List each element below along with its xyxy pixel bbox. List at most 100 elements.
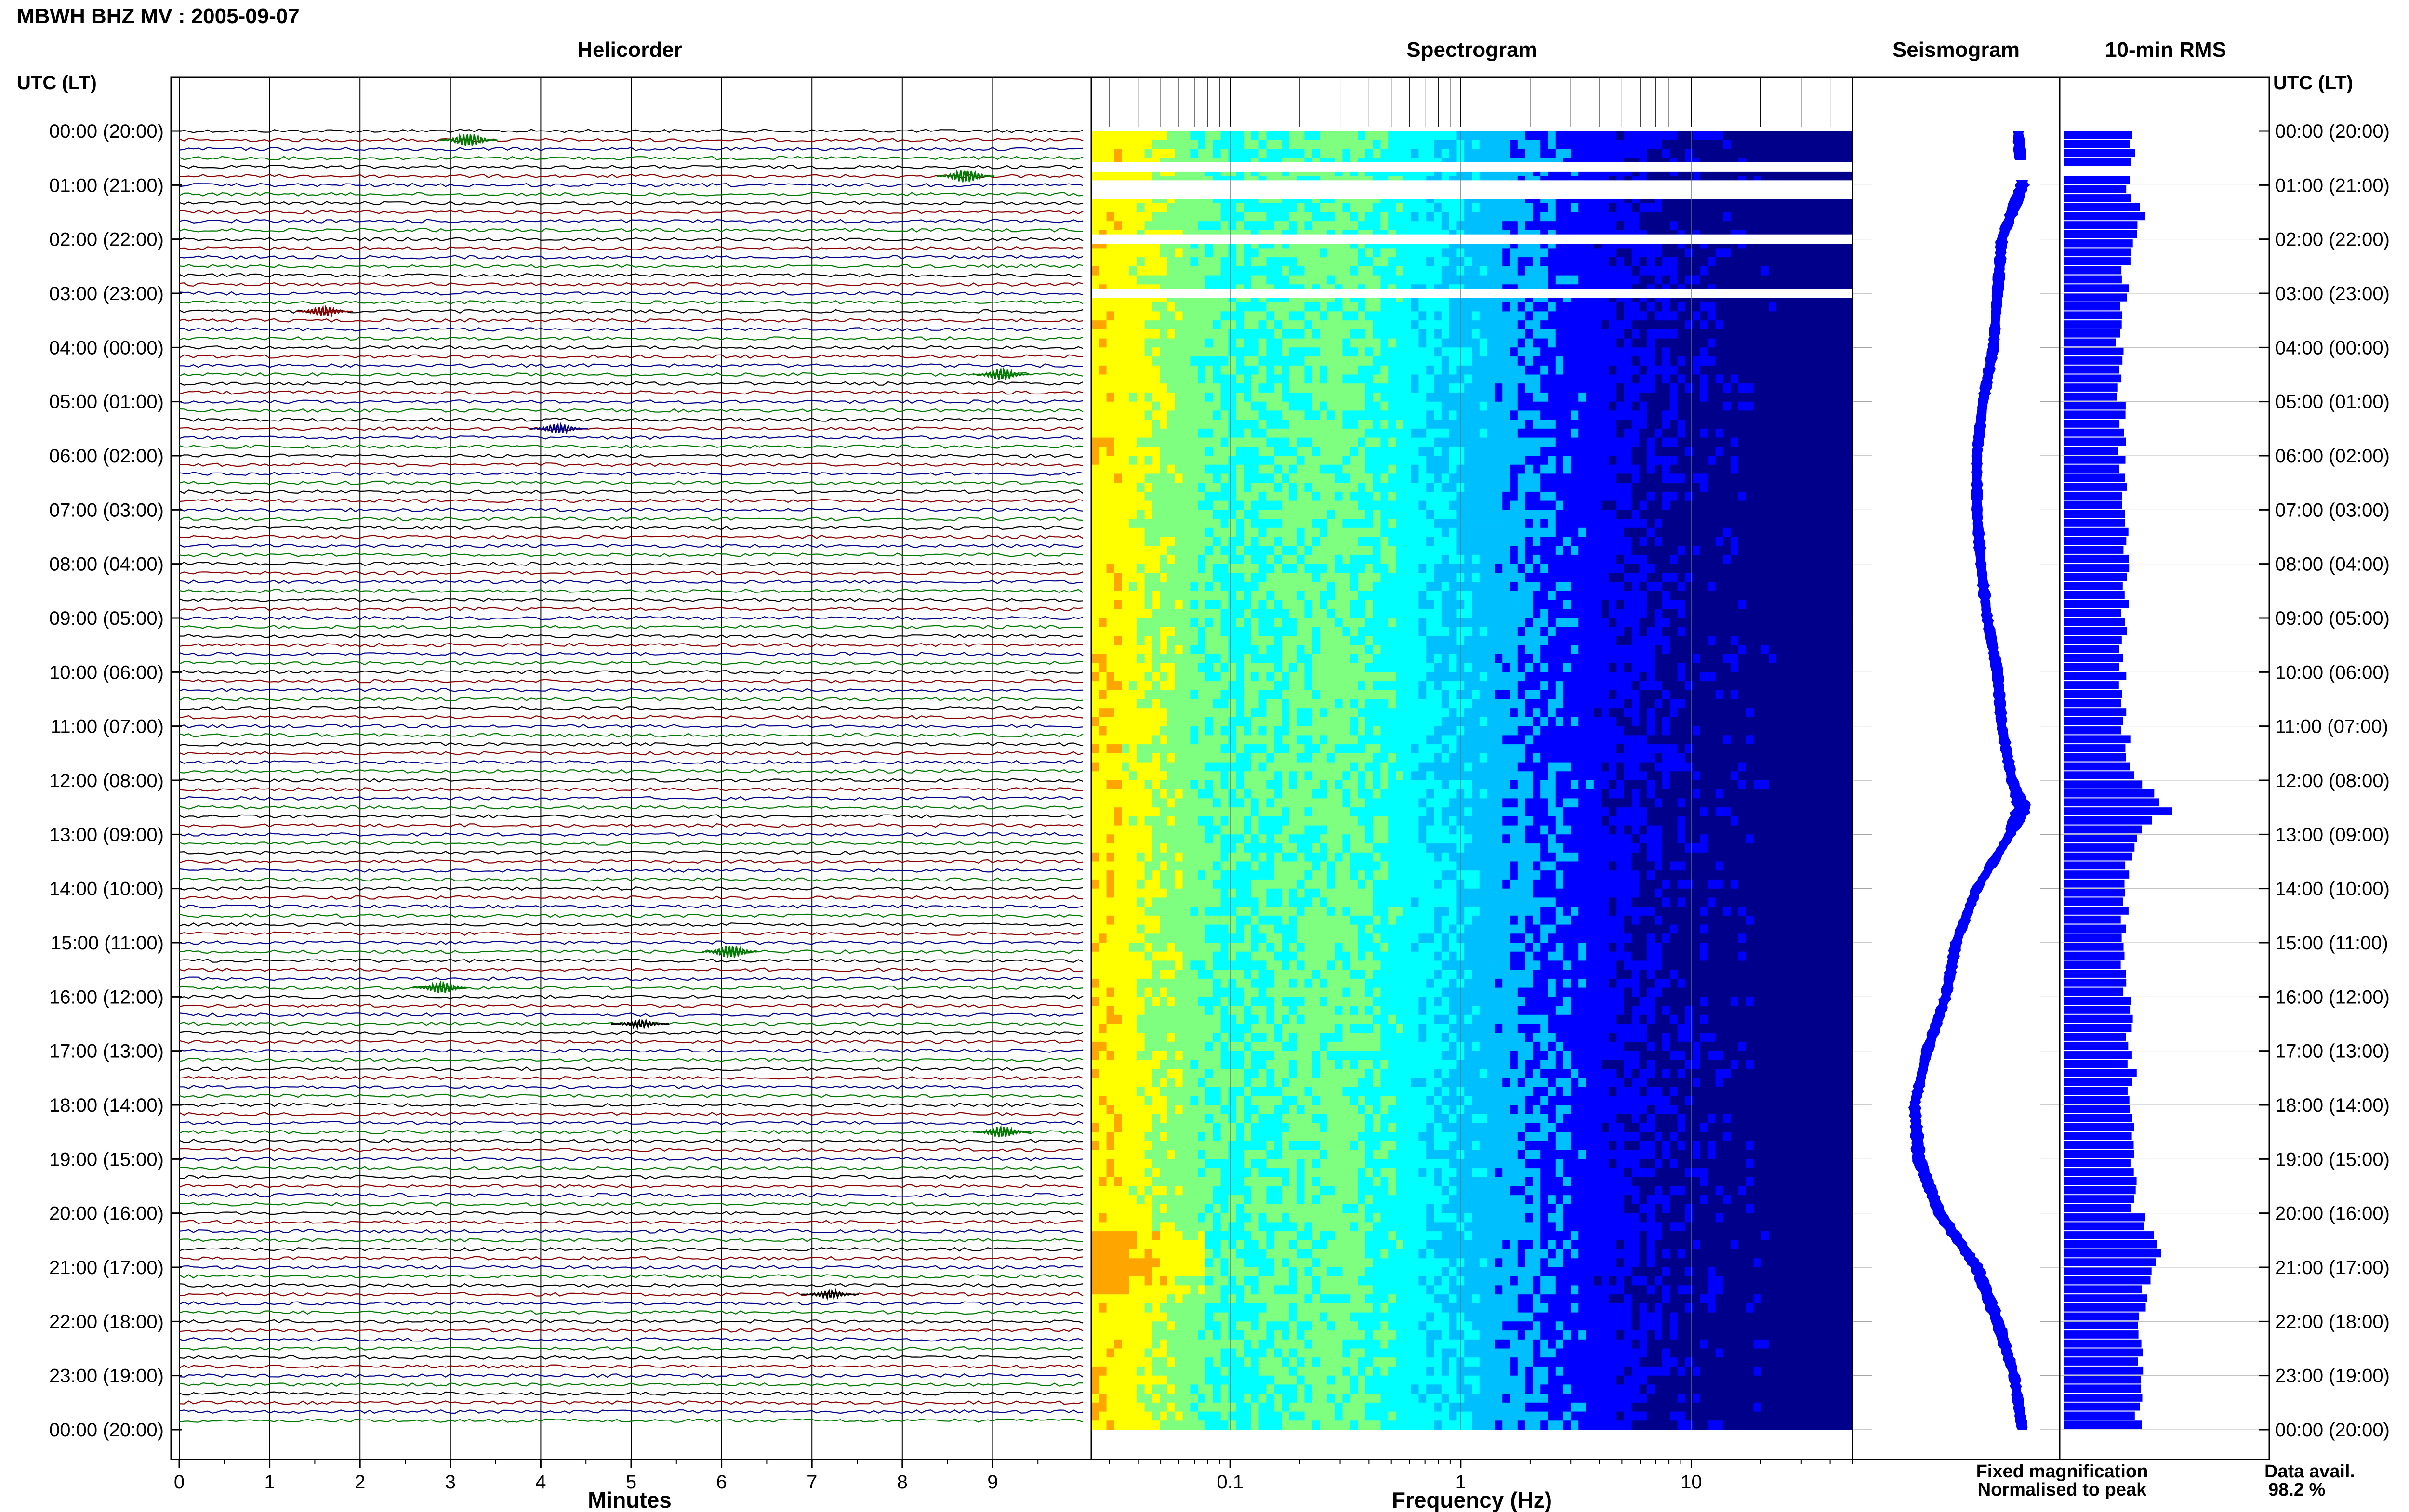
spectrogram-cell xyxy=(1228,365,1236,375)
spectrogram-cell xyxy=(1258,275,1267,285)
spectrogram-cell xyxy=(1152,1213,1160,1223)
spectrogram-cell xyxy=(1091,410,1099,420)
spectrogram-cell xyxy=(1144,1150,1152,1159)
spectrogram-cell xyxy=(1099,320,1107,330)
spectrogram-cell xyxy=(1099,1411,1107,1421)
spectrogram-cell xyxy=(1289,1348,1297,1358)
spectrogram-cell xyxy=(1282,365,1290,375)
spectrogram-cell xyxy=(1327,807,1336,817)
spectrogram-cell xyxy=(1190,780,1198,790)
spectrogram-cell xyxy=(1213,645,1221,655)
spectrogram-cell xyxy=(1304,392,1312,402)
spectrogram-cell xyxy=(1160,473,1168,483)
spectrogram-cell xyxy=(1198,780,1206,790)
spectrogram-cell xyxy=(1213,1394,1221,1403)
spectrogram-cell xyxy=(1274,464,1282,474)
spectrogram-cell xyxy=(1220,329,1229,339)
spectrogram-cell xyxy=(1175,510,1183,519)
spectrogram-cell xyxy=(1213,870,1221,880)
spectrogram-cell xyxy=(1137,888,1145,898)
spectrogram-cell xyxy=(1144,609,1152,618)
spectrogram-cell xyxy=(1160,527,1168,538)
spectrogram-cell xyxy=(1220,266,1229,276)
spectrogram-cell xyxy=(1205,798,1214,808)
spectrogram-cell xyxy=(1205,1168,1214,1178)
spectrogram-cell xyxy=(1220,978,1229,988)
spectrogram-cell xyxy=(1220,843,1229,853)
spectrogram-cell xyxy=(1167,690,1176,700)
spectrogram-cell xyxy=(1251,735,1259,745)
spectrogram-cell xyxy=(1236,699,1244,709)
spectrogram-cell xyxy=(1198,221,1206,231)
spectrogram-cell xyxy=(1122,1366,1130,1376)
spectrogram-cell xyxy=(1228,131,1236,141)
spectrogram-cell xyxy=(1152,410,1160,420)
helicorder-trace xyxy=(179,426,1084,431)
spectrogram-cell xyxy=(1205,311,1214,321)
spectrogram-cell xyxy=(1304,582,1312,592)
spectrogram-cell xyxy=(1220,1186,1229,1196)
spectrogram-cell xyxy=(1297,600,1305,609)
spectrogram-cell xyxy=(1244,907,1252,916)
spectrogram-cell xyxy=(1228,1321,1236,1331)
spectrogram-cell xyxy=(1205,1096,1214,1105)
spectrogram-cell xyxy=(1114,654,1122,664)
spectrogram-cell xyxy=(1258,753,1267,763)
spectrogram-cell xyxy=(1167,1249,1176,1259)
spectrogram-cell xyxy=(1198,861,1206,871)
spectrogram-cell xyxy=(1137,383,1145,393)
spectrogram-cell xyxy=(1274,447,1282,456)
spectrogram-cell xyxy=(1213,420,1221,429)
spectrogram-cell xyxy=(1312,347,1320,357)
spectrogram-cell xyxy=(1297,726,1305,736)
helicorder-trace xyxy=(179,165,1084,170)
spectrogram-cell xyxy=(1091,1060,1099,1069)
spectrogram-cell xyxy=(1236,149,1244,158)
helicorder-trace xyxy=(179,760,1084,765)
spectrogram-cell xyxy=(1320,437,1328,447)
spectrogram-cell xyxy=(1175,1069,1183,1078)
spectrogram-cell xyxy=(1244,365,1252,375)
spectrogram-cell xyxy=(1236,681,1244,691)
spectrogram-cell xyxy=(1198,1204,1206,1214)
spectrogram-cell xyxy=(1220,762,1229,772)
spectrogram-cell xyxy=(1282,997,1290,1006)
spectrogram-cell xyxy=(1312,473,1320,483)
spectrogram-cell xyxy=(1122,1213,1130,1223)
spectrogram-cell xyxy=(1099,1051,1107,1060)
spectrogram-cell xyxy=(1122,266,1130,276)
spectrogram-cell xyxy=(1106,483,1114,492)
spectrogram-cell xyxy=(1297,1357,1305,1367)
spectrogram-cell xyxy=(1282,699,1290,709)
spectrogram-cell xyxy=(1282,447,1290,456)
spectrogram-cell xyxy=(1282,302,1290,312)
spectrogram-cell xyxy=(1228,708,1236,718)
spectrogram-cell xyxy=(1282,437,1290,447)
spectrogram-cell xyxy=(1182,1339,1191,1349)
spectrogram-cell xyxy=(1144,1267,1152,1277)
spectrogram-cell xyxy=(1106,473,1114,483)
spectrogram-cell xyxy=(1220,1312,1229,1322)
spectrogram-cell xyxy=(1342,473,1350,483)
spectrogram-cell xyxy=(1289,401,1297,411)
spectrogram-cell xyxy=(1258,1222,1267,1232)
spectrogram-cell xyxy=(1137,987,1145,997)
spectrogram-cell xyxy=(1205,149,1214,158)
spectrogram-cell xyxy=(1099,1132,1107,1142)
spectrogram-cell xyxy=(1274,717,1282,727)
spectrogram-cell xyxy=(1144,140,1152,149)
spectrogram-cell xyxy=(1091,1033,1099,1042)
spectrogram-cell xyxy=(1122,1303,1130,1313)
spectrogram-cell xyxy=(1099,1014,1107,1025)
spectrogram-cell xyxy=(1190,203,1198,213)
spectrogram-cell xyxy=(1152,771,1160,781)
spectrogram-cell xyxy=(1167,636,1176,645)
spectrogram-cell xyxy=(1289,726,1297,736)
spectrogram-cell xyxy=(1160,464,1168,474)
spectrogram-cell xyxy=(1099,221,1107,231)
spectrogram-cell xyxy=(1312,672,1320,682)
spectrogram-cell xyxy=(1175,1303,1183,1313)
spectrogram-cell xyxy=(1320,852,1328,862)
spectrogram-cell xyxy=(1258,1258,1267,1268)
spectrogram-cell xyxy=(1137,915,1145,925)
